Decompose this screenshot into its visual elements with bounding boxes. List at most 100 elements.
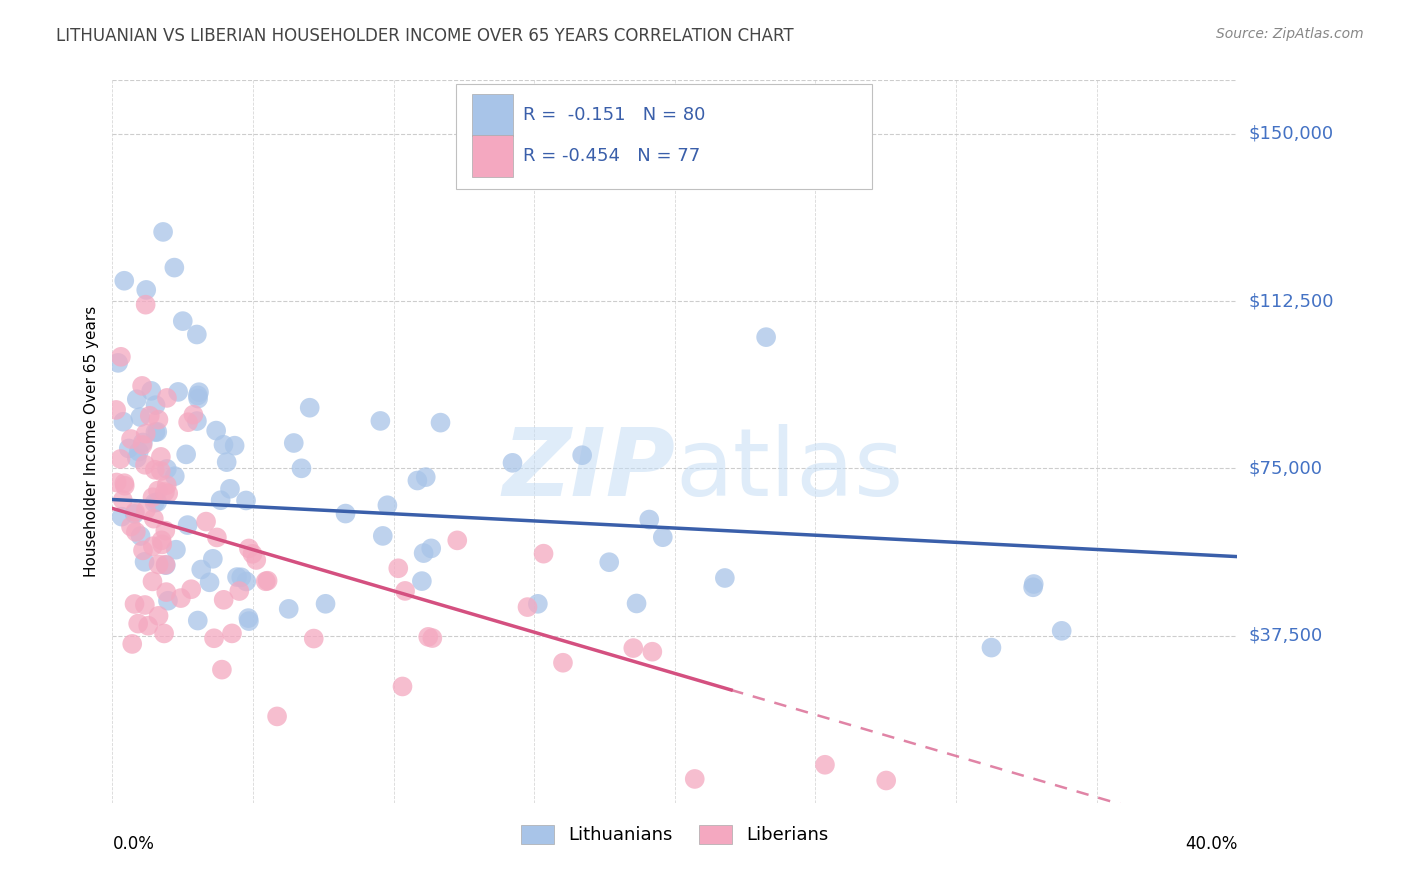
Point <box>190 562 212 576</box>
Point <box>429 416 451 430</box>
Point <box>186 414 208 428</box>
Point <box>156 478 179 492</box>
Point <box>170 591 193 605</box>
Point <box>371 529 394 543</box>
Point <box>406 474 429 488</box>
Point <box>145 398 167 412</box>
Point <box>298 401 321 415</box>
Point <box>155 558 177 572</box>
Point <box>370 414 392 428</box>
Point <box>131 379 153 393</box>
Point <box>163 260 186 275</box>
Point <box>183 408 205 422</box>
Point <box>283 436 305 450</box>
FancyBboxPatch shape <box>472 135 513 178</box>
Point <box>254 574 277 589</box>
Point <box>209 493 232 508</box>
Text: atlas: atlas <box>675 425 903 516</box>
Point <box>105 475 128 490</box>
Point <box>231 570 253 584</box>
Point <box>110 350 132 364</box>
Point <box>242 547 264 561</box>
Point <box>180 582 202 597</box>
Point <box>145 425 167 439</box>
Point <box>146 425 169 439</box>
Point <box>638 512 661 526</box>
Point <box>186 327 208 342</box>
Point <box>172 314 194 328</box>
Point <box>150 533 173 548</box>
Point <box>139 409 162 423</box>
Point <box>141 574 163 589</box>
Point <box>205 424 228 438</box>
Point <box>156 462 179 476</box>
Point <box>134 458 156 472</box>
Point <box>131 438 153 452</box>
Point <box>980 640 1002 655</box>
Legend: Lithuanians, Liberians: Lithuanians, Liberians <box>513 818 837 852</box>
Point <box>136 618 159 632</box>
Point <box>124 507 146 521</box>
Point <box>195 515 218 529</box>
Point <box>174 447 197 461</box>
Point <box>420 541 443 556</box>
Point <box>142 511 165 525</box>
Point <box>157 486 180 500</box>
Point <box>533 547 555 561</box>
Point <box>146 483 169 498</box>
Point <box>420 631 443 645</box>
Point <box>238 611 260 625</box>
Point <box>683 772 706 786</box>
Point <box>156 593 179 607</box>
Point <box>377 498 399 512</box>
Point <box>626 597 648 611</box>
Point <box>212 592 235 607</box>
Point <box>814 757 837 772</box>
Point <box>125 524 148 539</box>
Point <box>641 645 664 659</box>
Text: 40.0%: 40.0% <box>1185 835 1237 854</box>
Text: ZIP: ZIP <box>502 425 675 516</box>
Point <box>201 551 224 566</box>
Point <box>112 274 135 288</box>
Point <box>134 555 156 569</box>
Point <box>235 493 257 508</box>
Point <box>129 529 152 543</box>
Point <box>502 456 524 470</box>
Point <box>112 476 135 491</box>
Point <box>176 518 198 533</box>
Point <box>120 432 142 446</box>
Point <box>146 495 169 509</box>
Point <box>111 509 134 524</box>
Point <box>155 585 177 599</box>
Point <box>132 435 155 450</box>
Point <box>135 283 157 297</box>
Text: $75,000: $75,000 <box>1249 459 1323 477</box>
Point <box>391 680 413 694</box>
Point <box>165 542 187 557</box>
Point <box>143 463 166 477</box>
Point <box>125 392 148 407</box>
Text: $150,000: $150,000 <box>1249 125 1333 143</box>
Point <box>187 388 209 402</box>
Text: R =  -0.151   N = 80: R = -0.151 N = 80 <box>523 106 706 124</box>
Point <box>527 597 550 611</box>
Point <box>148 412 170 426</box>
Point <box>125 450 148 465</box>
Point <box>598 555 620 569</box>
Point <box>188 385 211 400</box>
Point <box>132 543 155 558</box>
Point <box>149 464 172 478</box>
Point <box>141 384 163 398</box>
Point <box>551 656 574 670</box>
Point <box>156 391 179 405</box>
Point <box>412 546 434 560</box>
Point <box>211 663 233 677</box>
Point <box>215 455 238 469</box>
Point <box>112 415 135 429</box>
Point <box>394 583 416 598</box>
Point <box>135 503 157 517</box>
Point <box>290 461 312 475</box>
Point <box>155 524 177 538</box>
Point <box>335 507 357 521</box>
